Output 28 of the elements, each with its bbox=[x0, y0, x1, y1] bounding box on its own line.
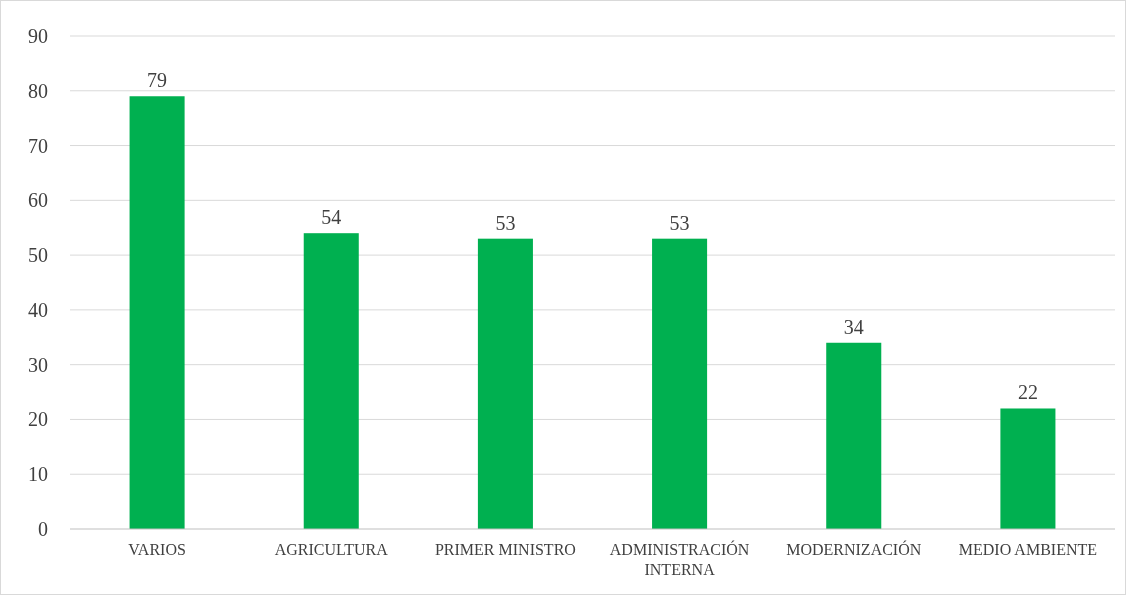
x-tick-label: MEDIO AMBIENTE bbox=[958, 541, 1098, 558]
bar bbox=[303, 233, 359, 529]
x-tick-label: PRIMER MINISTRO bbox=[434, 541, 576, 558]
bar bbox=[477, 238, 533, 529]
data-label: 79 bbox=[147, 69, 168, 92]
y-tick-label: 10 bbox=[28, 463, 48, 486]
y-tick-label: 70 bbox=[28, 134, 48, 157]
bar bbox=[1000, 408, 1056, 529]
y-tick-label: 0 bbox=[38, 518, 48, 540]
y-tick-label: 90 bbox=[28, 25, 48, 47]
y-tick-label: 80 bbox=[28, 79, 48, 102]
y-tick-label: 40 bbox=[28, 298, 48, 321]
data-label: 34 bbox=[843, 315, 864, 338]
bar bbox=[826, 342, 882, 529]
x-tick-label: AGRICULTURA bbox=[274, 541, 389, 558]
y-tick-label: 60 bbox=[28, 189, 48, 212]
y-tick-label: 30 bbox=[28, 353, 48, 376]
data-label: 54 bbox=[321, 206, 342, 229]
x-tick-label: MODERNIZACIÓN bbox=[786, 540, 922, 558]
y-tick-label: 50 bbox=[28, 244, 48, 267]
x-tick-label: ADMINISTRACIÓN INTERNA bbox=[609, 540, 750, 578]
y-tick-label: 20 bbox=[28, 408, 48, 431]
bar bbox=[129, 96, 185, 529]
data-label: 22 bbox=[1017, 381, 1038, 404]
x-tick-label: VARIOS bbox=[128, 541, 186, 558]
bar bbox=[652, 238, 708, 529]
data-label: 53 bbox=[669, 211, 690, 234]
data-label: 53 bbox=[495, 211, 516, 234]
